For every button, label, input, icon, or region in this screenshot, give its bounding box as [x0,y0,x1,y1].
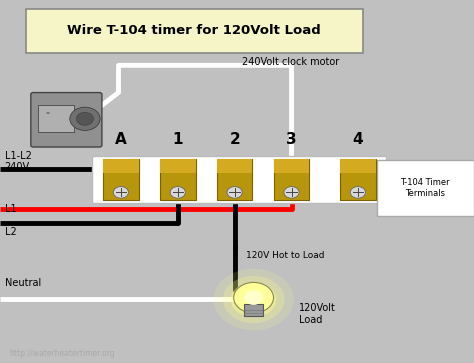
FancyBboxPatch shape [274,159,309,173]
Text: 120Volt
Load: 120Volt Load [299,303,336,325]
Text: =: = [45,111,49,116]
Text: L1: L1 [5,204,17,214]
Circle shape [223,276,284,323]
FancyBboxPatch shape [274,159,309,200]
Text: 2: 2 [229,132,240,147]
FancyBboxPatch shape [377,160,474,216]
FancyBboxPatch shape [244,304,263,316]
Text: Wire T-104 timer for 120Volt Load: Wire T-104 timer for 120Volt Load [67,24,321,37]
Circle shape [231,282,276,317]
Text: A: A [115,132,127,147]
FancyBboxPatch shape [38,105,74,132]
FancyBboxPatch shape [103,159,138,200]
Text: 3: 3 [286,132,297,147]
Circle shape [244,290,263,305]
FancyBboxPatch shape [217,159,252,200]
Text: 240Volt clock motor: 240Volt clock motor [242,57,339,67]
Circle shape [284,187,299,198]
Text: 120V Hot to Load: 120V Hot to Load [246,252,325,260]
Circle shape [350,187,365,198]
Text: L1-L2
240V: L1-L2 240V [5,151,32,172]
FancyBboxPatch shape [103,159,138,173]
FancyBboxPatch shape [31,93,102,147]
Circle shape [234,282,273,313]
FancyBboxPatch shape [92,156,386,203]
FancyBboxPatch shape [160,159,195,200]
FancyBboxPatch shape [340,159,375,200]
Circle shape [76,112,93,125]
Circle shape [70,107,100,130]
Circle shape [113,187,128,198]
Text: 1: 1 [173,132,183,147]
FancyBboxPatch shape [340,159,375,173]
Circle shape [227,187,242,198]
FancyBboxPatch shape [160,159,195,173]
Text: L2: L2 [5,227,17,237]
FancyBboxPatch shape [217,159,252,173]
Text: T-104 Timer
Terminals: T-104 Timer Terminals [401,178,450,199]
Text: Neutral: Neutral [5,278,41,288]
FancyBboxPatch shape [26,9,363,53]
Text: http://waterheatertimer.org: http://waterheatertimer.org [9,348,115,358]
Circle shape [170,187,185,198]
Circle shape [213,269,294,330]
Text: 4: 4 [353,132,363,147]
